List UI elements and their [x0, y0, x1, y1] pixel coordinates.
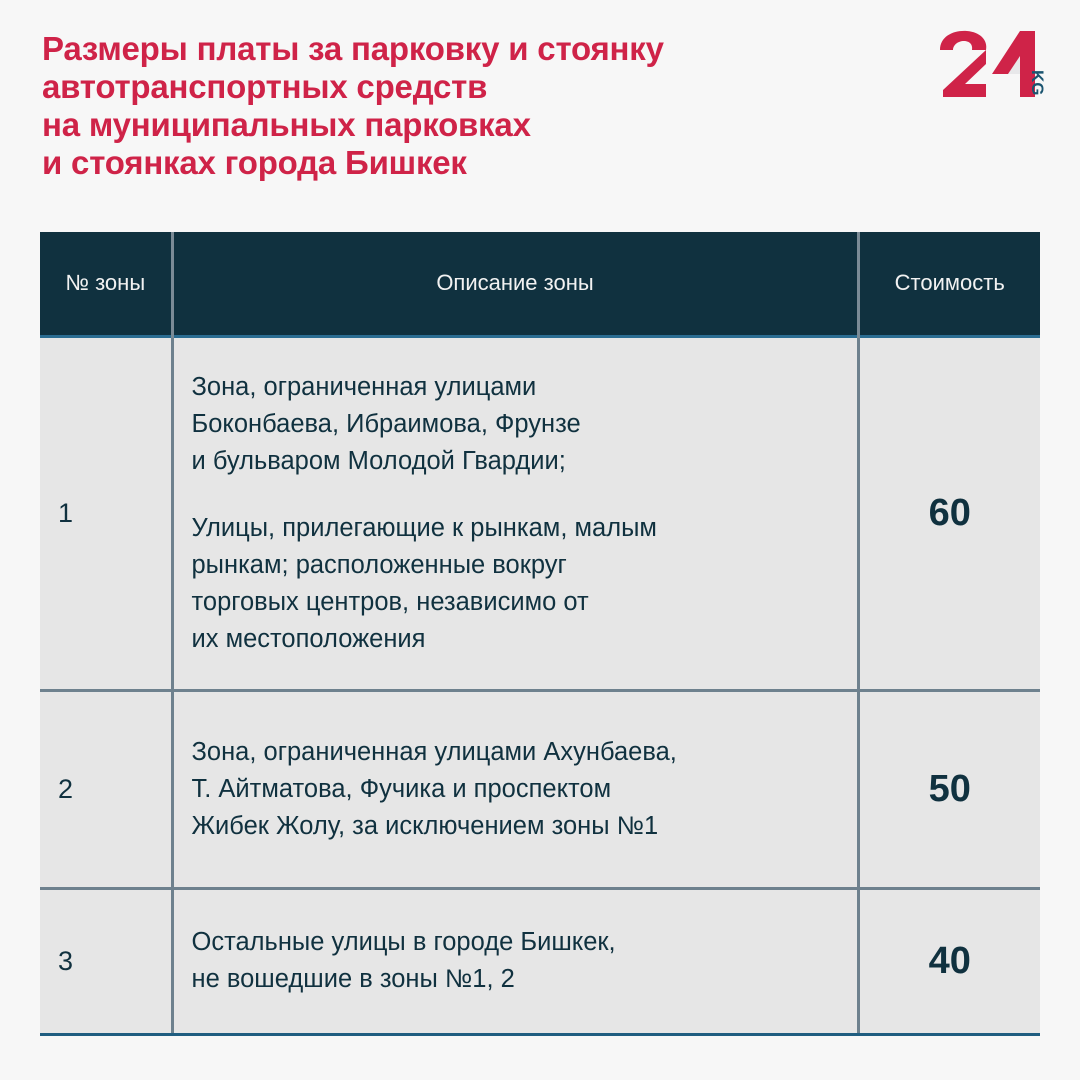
description-paragraph: Зона, ограниченная улицами Ахунбаева, Т.…	[192, 734, 839, 845]
description-paragraph: Улицы, прилегающие к рынкам, малым рынка…	[192, 510, 839, 658]
cell-zone-description: Зона, ограниченная улицами Ахунбаева, Т.…	[172, 690, 860, 890]
table-row: 1 Зона, ограниченная улицами Боконбаева,…	[40, 336, 1040, 692]
page-title-line-3: на муниципальных парковках	[42, 106, 531, 143]
cell-zone-number: 1	[40, 336, 174, 692]
table-row: 2 Зона, ограниченная улицами Ахунбаева, …	[40, 690, 1040, 890]
description-line: и бульваром Молодой Гвардии;	[191, 446, 566, 475]
table-row: 3 Остальные улицы в городе Бишкек, не во…	[40, 888, 1040, 1036]
24kg-logo-icon: KG	[940, 30, 1044, 97]
column-header-zone-number: № зоны	[40, 232, 174, 336]
cell-price: 40	[858, 888, 1040, 1036]
cell-zone-number: 3	[40, 888, 174, 1036]
description-line: Жибек Жолу, за исключением зоны №1	[191, 811, 659, 840]
description-line: рынкам; расположенные вокруг	[191, 550, 567, 579]
table-header: № зоны Описание зоны Стоимость	[40, 232, 1040, 336]
page-title-line-1: Размеры платы за парковку и стоянку	[42, 30, 664, 67]
cell-price: 60	[858, 336, 1040, 692]
column-header-price: Стоимость	[858, 232, 1040, 336]
description-line: Зона, ограниченная улицами	[191, 372, 537, 401]
page-title-line-2: автотранспортных средств	[42, 68, 488, 105]
description-line: Зона, ограниченная улицами Ахунбаева,	[191, 737, 677, 766]
description-line: Боконбаева, Ибраимова, Фрунзе	[191, 409, 581, 438]
cell-zone-description: Зона, ограниченная улицами Боконбаева, И…	[172, 336, 860, 692]
description-line: торговых центров, независимо от	[191, 587, 589, 616]
page-header: Размеры платы за парковку и стоянку авто…	[0, 0, 1080, 215]
description-line: Т. Айтматова, Фучика и проспектом	[191, 774, 612, 803]
cell-zone-description: Остальные улицы в городе Бишкек, не воше…	[172, 888, 860, 1036]
page-title: Размеры платы за парковку и стоянку авто…	[42, 30, 842, 182]
description-line: не вошедшие в зоны №1, 2	[191, 965, 515, 993]
description-line: их местоположения	[191, 624, 426, 653]
description-line: Остальные улицы в городе Бишкек,	[191, 928, 616, 956]
column-header-zone-description: Описание зоны	[172, 232, 860, 336]
description-line: Улицы, прилегающие к рынкам, малым	[191, 513, 657, 542]
description-paragraph: Остальные улицы в городе Бишкек, не воше…	[192, 924, 839, 998]
cell-zone-number: 2	[40, 690, 174, 890]
table-header-row: № зоны Описание зоны Стоимость	[40, 232, 1040, 336]
table-body: 1 Зона, ограниченная улицами Боконбаева,…	[40, 336, 1040, 1036]
svg-text:KG: KG	[1028, 70, 1044, 96]
page-title-line-4: и стоянках города Бишкек	[42, 144, 467, 181]
parking-zones-table: № зоны Описание зоны Стоимость 1 Зона, о…	[40, 232, 1040, 1036]
24kg-logo: KG	[936, 28, 1044, 100]
description-paragraph: Зона, ограниченная улицами Боконбаева, И…	[192, 369, 839, 480]
cell-price: 50	[858, 690, 1040, 890]
